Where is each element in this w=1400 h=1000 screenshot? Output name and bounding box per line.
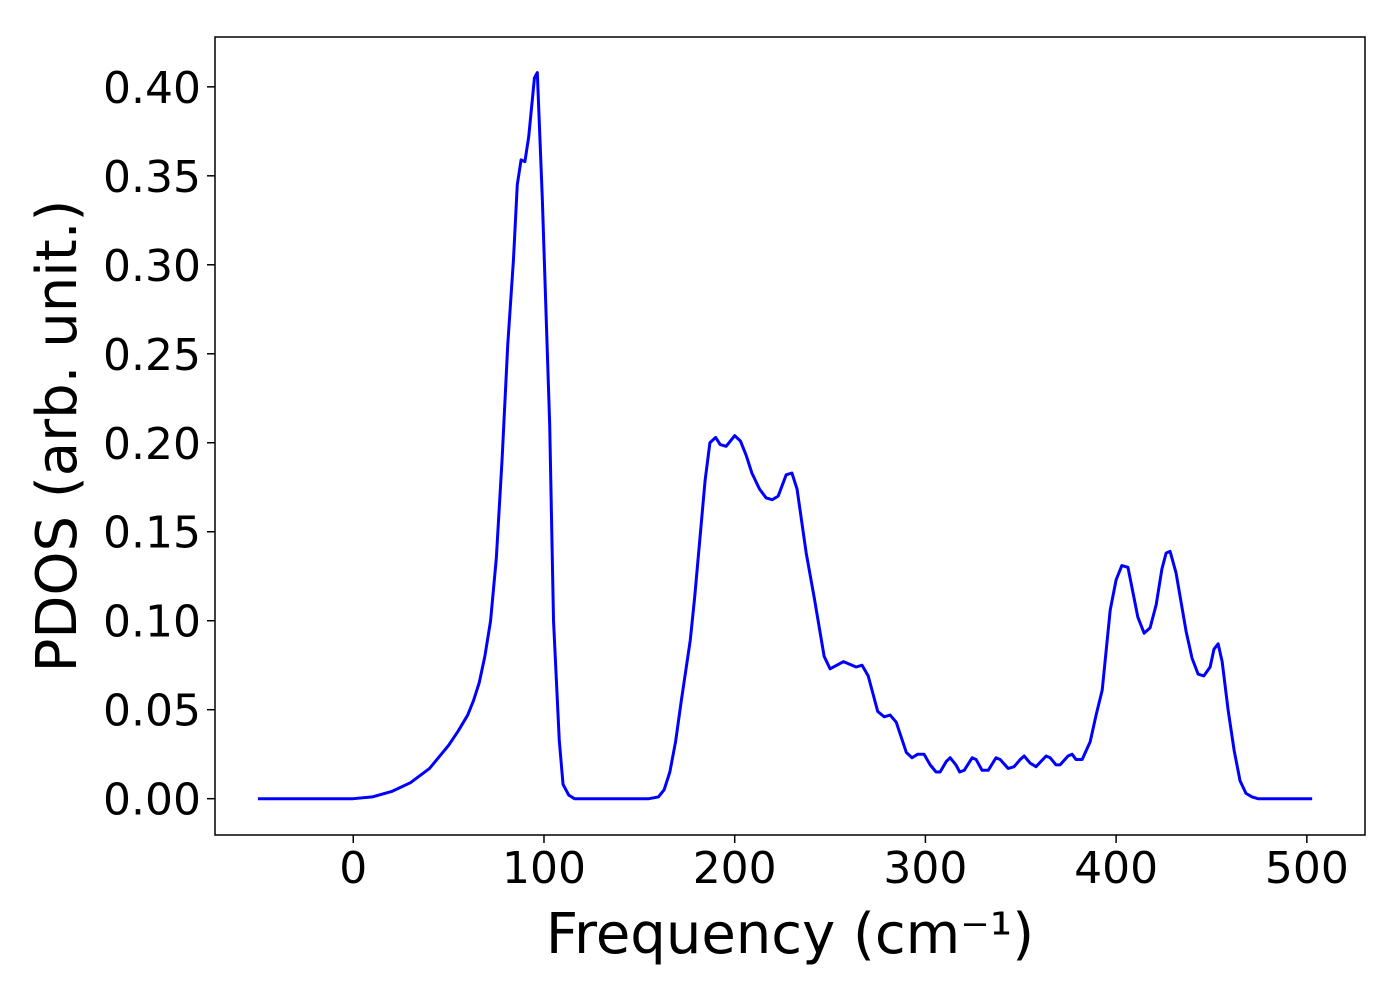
x-axis-label: Frequency (cm⁻¹) [546, 902, 1034, 967]
y-tick-label: 0.00 [103, 775, 201, 826]
y-tick-label: 0.05 [103, 686, 201, 737]
y-tick-label: 0.40 [103, 63, 201, 114]
y-tick-label: 0.20 [103, 419, 201, 470]
x-tick-label: 300 [883, 843, 967, 894]
plot-frame [214, 36, 1366, 836]
x-tick-label: 100 [502, 843, 586, 894]
y-axis-label: PDOS (arb. unit.) [25, 200, 90, 673]
x-tick-label: 500 [1265, 843, 1349, 894]
x-tick-label: 0 [339, 843, 367, 894]
data-line [257, 71, 1313, 801]
y-tick-label: 0.25 [103, 330, 201, 381]
x-tick-label: 400 [1074, 843, 1158, 894]
y-tick-label: 0.10 [103, 597, 201, 648]
y-tick-label: 0.35 [103, 152, 201, 203]
y-tick-label: 0.30 [103, 241, 201, 292]
y-tick-label: 0.15 [103, 508, 201, 559]
x-tick-label: 200 [693, 843, 777, 894]
